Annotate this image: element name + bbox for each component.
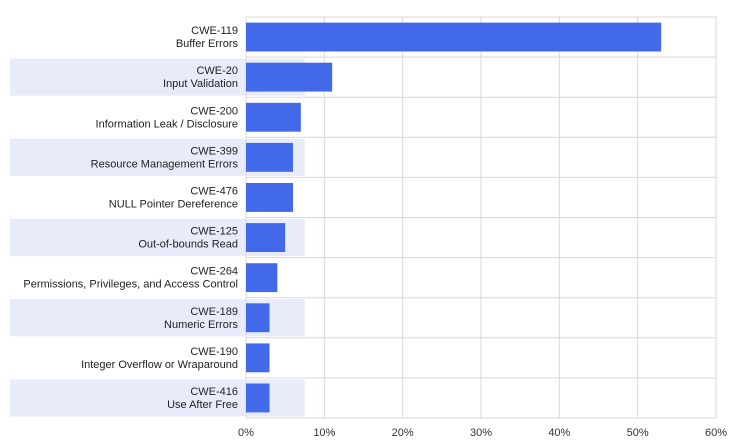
x-tick-label: 40% — [548, 427, 570, 439]
category-code-label: CWE-119 — [191, 25, 238, 37]
category-name-label: Out-of-bounds Read — [138, 239, 238, 251]
category-code-label: CWE-264 — [190, 266, 238, 278]
category-name-label: Integer Overflow or Wraparound — [81, 359, 238, 371]
x-tick-label: 0% — [238, 427, 254, 439]
category-code-label: CWE-476 — [190, 185, 238, 197]
category-code-label: CWE-399 — [190, 145, 238, 157]
category-name-label: Input Validation — [163, 78, 238, 90]
bar-cwe-125 — [246, 223, 286, 252]
bar-cwe-200 — [246, 102, 301, 132]
x-tick-label: 60% — [705, 427, 727, 439]
category-code-label: CWE-190 — [190, 346, 238, 358]
category-name-label: Use After Free — [167, 399, 238, 411]
x-axis-ticks: 0% 10% 20% 30% 40% 50% 60% — [238, 427, 727, 439]
category-code-label: CWE-200 — [190, 105, 238, 117]
bars — [246, 22, 662, 413]
category-name-label: NULL Pointer Dereference — [109, 198, 238, 210]
x-tick-label: 20% — [392, 427, 414, 439]
category-code-label: CWE-20 — [196, 65, 238, 77]
category-name-label: Permissions, Privileges, and Access Cont… — [23, 279, 238, 291]
category-code-label: CWE-189 — [190, 306, 238, 318]
x-tick-label: 50% — [627, 427, 649, 439]
category-code-label: CWE-125 — [190, 226, 238, 238]
bar-cwe-476 — [246, 183, 293, 212]
category-name-label: Information Leak / Disclosure — [96, 118, 238, 130]
bar-cwe-399 — [246, 142, 293, 172]
bar-cwe-119 — [246, 22, 662, 52]
category-name-label: Numeric Errors — [164, 319, 238, 331]
bar-cwe-20 — [246, 62, 333, 92]
x-tick-label: 30% — [470, 427, 492, 439]
category-name-label: Buffer Errors — [176, 38, 239, 50]
bar-cwe-416 — [246, 383, 270, 413]
bar-cwe-189 — [246, 303, 270, 333]
category-name-label: Resource Management Errors — [91, 158, 239, 170]
gridlines — [245, 16, 717, 419]
bar-cwe-190 — [246, 343, 270, 373]
category-code-label: CWE-416 — [190, 386, 238, 398]
x-tick-label: 10% — [313, 427, 335, 439]
bar-cwe-264 — [246, 263, 278, 293]
